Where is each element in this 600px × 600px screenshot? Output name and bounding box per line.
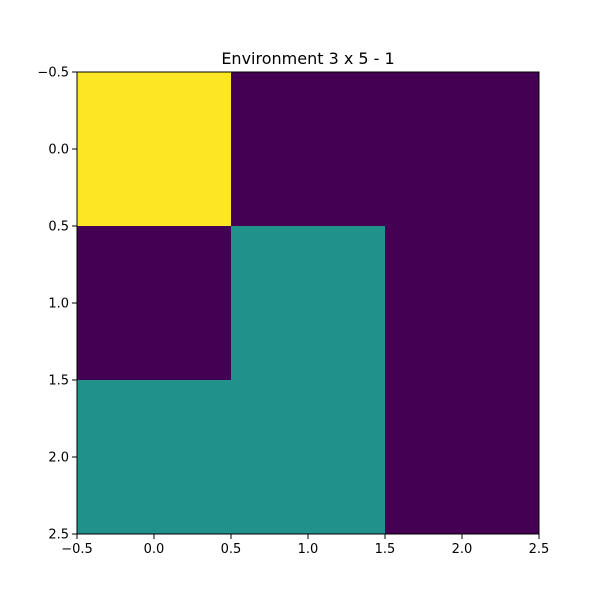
y-tick-label: 2.5 bbox=[48, 528, 69, 543]
x-tick-label: 2.5 bbox=[529, 542, 550, 557]
heatmap-cell-r0-c1 bbox=[231, 72, 386, 227]
y-tick-label: 0.5 bbox=[48, 220, 69, 235]
heatmap-cell-r2-c1 bbox=[231, 380, 386, 535]
y-tick-label: 0.0 bbox=[48, 143, 69, 158]
chart-title: Environment 3 x 5 - 1 bbox=[221, 49, 394, 68]
heatmap-cell-r0-c2 bbox=[385, 72, 540, 227]
x-tick-label: 0.5 bbox=[221, 542, 242, 557]
heatmap-cell-r0-c0 bbox=[77, 72, 232, 227]
heatmap-cell-r1-c2 bbox=[385, 226, 540, 381]
y-tick-label: 1.5 bbox=[48, 374, 69, 389]
y-tick-label: −0.5 bbox=[37, 66, 69, 81]
x-tick-label: 2.0 bbox=[452, 542, 473, 557]
x-tick-label: 1.0 bbox=[298, 542, 319, 557]
heatmap-cell-r1-c0 bbox=[77, 226, 232, 381]
x-axis: −0.5 0.0 0.5 1.0 1.5 2.0 2.5 bbox=[61, 534, 549, 557]
heatmap-cell-r2-c0 bbox=[77, 380, 232, 535]
heatmap-cells bbox=[77, 72, 540, 535]
x-tick-label: 0.0 bbox=[144, 542, 165, 557]
x-tick-label: 1.5 bbox=[375, 542, 396, 557]
heatmap-cell-r2-c2 bbox=[385, 380, 540, 535]
x-tick-label: −0.5 bbox=[61, 542, 93, 557]
y-axis: −0.5 0.0 0.5 1.0 1.5 2.0 2.5 bbox=[37, 66, 77, 543]
y-tick-label: 2.0 bbox=[48, 451, 69, 466]
y-tick-label: 1.0 bbox=[48, 297, 69, 312]
heatmap-cell-r1-c1 bbox=[231, 226, 386, 381]
